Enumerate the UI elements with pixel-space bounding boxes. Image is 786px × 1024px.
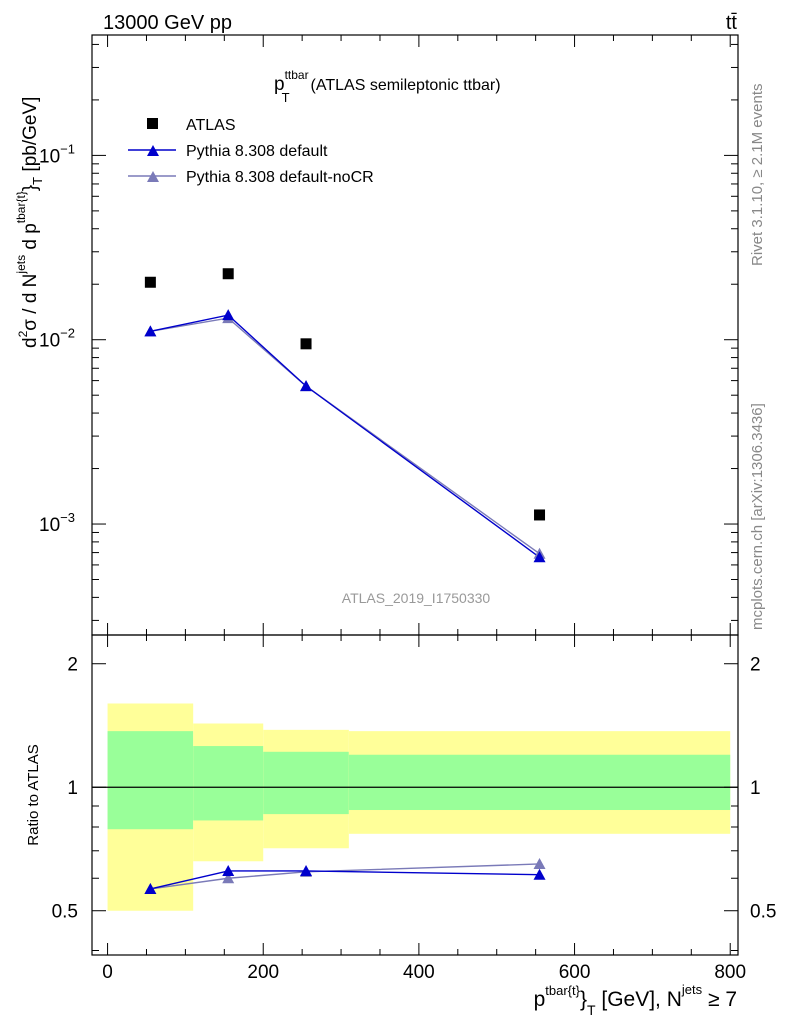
analysis-label: ATLAS_2019_I1750330 (342, 590, 491, 606)
ratio-bands (107, 703, 731, 911)
x-tick-label: 600 (559, 962, 591, 983)
ratio-y-tick-label-left: 0.5 (52, 902, 78, 923)
x-tick-label: 800 (714, 962, 746, 983)
series-layer (144, 268, 546, 894)
source-label: mcplots.cern.ch [arXiv:1306.3436] (749, 403, 766, 630)
ratio-y-tick-label-left: 1 (67, 778, 78, 799)
series-point (533, 551, 546, 563)
ratio-line (150, 863, 540, 890)
ratio-plot-frame (91, 634, 739, 956)
main-y-tick-label: 10−3 (39, 510, 75, 536)
ratio-y-tick-labels: 0.5 0.5 1 1 2 2 (52, 655, 777, 923)
legend: ATLAS Pythia 8.308 default Pythia 8.308 … (128, 117, 374, 186)
main-y-tick-label: 10−1 (39, 141, 75, 167)
process-label: tt̄ (726, 12, 738, 34)
series-point (300, 380, 313, 392)
ratio-point (533, 857, 546, 869)
ratio-y-tick-label-right: 0.5 (750, 902, 776, 923)
ratio-y-tick-label-left: 2 (67, 655, 78, 676)
ratio-point (144, 882, 157, 894)
ratio-line (150, 870, 540, 890)
series-line (150, 314, 540, 558)
series-line (150, 317, 540, 555)
ratio-y-tick-label-right: 1 (750, 778, 761, 799)
rivet-label: Rivet 3.1.10, ≥ 2.1M events (749, 84, 766, 267)
legend-label-atlas: ATLAS (186, 117, 236, 134)
axis-ticks (92, 35, 738, 955)
ratio-point (300, 864, 313, 876)
energy-label: 13000 GeV pp (103, 12, 232, 34)
ratio-band-inner (348, 754, 731, 811)
ratio-y-axis-label: Ratio to ATLAS (25, 744, 42, 845)
data-point (222, 268, 234, 280)
x-tick-label: 200 (247, 962, 279, 983)
series-point (144, 325, 157, 337)
data-point (534, 509, 546, 521)
data-point (300, 338, 312, 350)
x-tick-labels: 0 200 400 600 800 (102, 962, 746, 983)
x-tick-label: 400 (403, 962, 435, 983)
legend-label-nocr: Pythia 8.308 default-noCR (186, 169, 374, 186)
ratio-point (533, 868, 546, 880)
legend-marker-default (147, 145, 159, 156)
main-y-tick-label: 10−2 (39, 326, 75, 352)
legend-label-default: Pythia 8.308 default (186, 143, 328, 160)
x-axis-label: ptbar{t}}T [GeV], Njets ≥ 7 (534, 982, 737, 1018)
ratio-band-inner (193, 746, 264, 821)
ratio-band-inner (263, 751, 349, 815)
ratio-band-inner (107, 731, 194, 830)
main-y-tick-labels: 10−1 10−2 10−3 (39, 141, 75, 536)
ratio-point (222, 872, 235, 884)
legend-marker-nocr (147, 171, 159, 182)
data-point (144, 276, 156, 288)
series-point (222, 309, 235, 321)
plot-title: pttbar T(ATLAS semileptonic ttbar) (274, 68, 501, 105)
ratio-y-tick-label-right: 2 (750, 655, 761, 676)
ratio-point (222, 864, 235, 876)
main-y-axis-label: d2σ / d Njets d ptbar{t}}T [pb/GeV] (14, 97, 45, 348)
legend-marker-atlas (147, 118, 158, 129)
x-tick-label: 0 (102, 962, 113, 983)
